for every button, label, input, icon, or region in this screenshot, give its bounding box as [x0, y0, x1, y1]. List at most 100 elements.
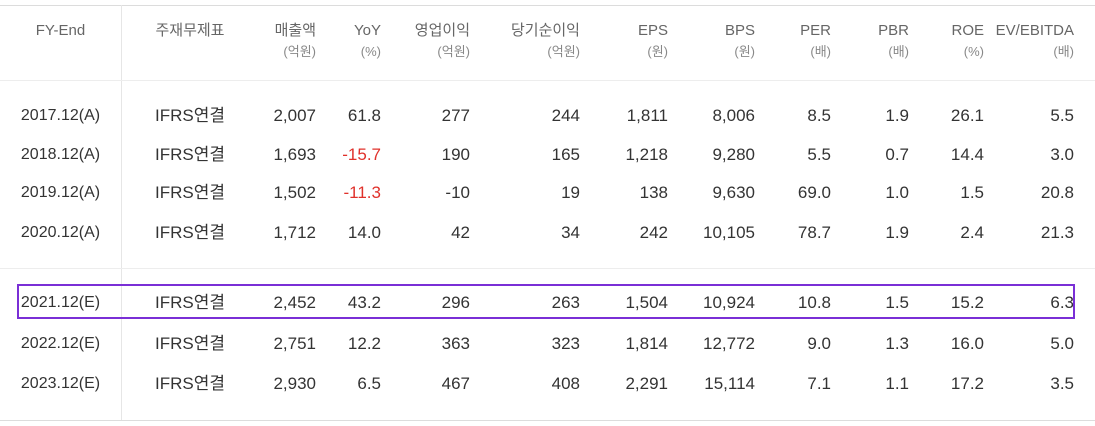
roe-cell: 1.5 [960, 183, 984, 202]
operating-profit-cell: 277 [441, 106, 470, 125]
eps-cell: 2,291 [625, 374, 668, 393]
roe-cell: 17.2 [950, 374, 984, 393]
table-row: 2017.12(A) IFRS연결 2,007 61.8 277 244 1,8… [0, 97, 1095, 135]
bps-cell: 9,630 [712, 183, 755, 202]
header-divider [0, 80, 1095, 81]
roe-cell: 26.1 [950, 106, 984, 125]
actual-estimate-divider [0, 268, 1095, 269]
header-eps: EPS (원) [637, 22, 668, 59]
yoy-cell: 14.0 [347, 223, 381, 242]
eps-cell: 1,811 [626, 106, 668, 125]
sales-cell: 1,502 [273, 183, 316, 202]
statement-type-cell: IFRS연결 [154, 334, 225, 353]
per-cell: 78.7 [797, 223, 831, 242]
per-cell: 8.5 [807, 106, 831, 125]
operating-profit-cell: 42 [451, 223, 470, 242]
per-cell: 9.0 [807, 334, 831, 353]
ev-ebitda-cell: 3.0 [1050, 145, 1074, 164]
bps-cell: 10,924 [703, 293, 755, 312]
pbr-cell: 1.9 [885, 223, 909, 242]
fy-end-cell: 2020.12(A) [20, 224, 101, 241]
table-bottom-border [0, 420, 1095, 421]
pbr-cell: 1.5 [885, 293, 909, 312]
eps-cell: 1,218 [625, 145, 668, 164]
ev-ebitda-cell: 5.0 [1050, 334, 1074, 353]
net-income-cell: 323 [551, 334, 580, 353]
bps-cell: 8,006 [712, 106, 755, 125]
ev-ebitda-cell: 21.3 [1040, 223, 1074, 242]
per-cell: 69.0 [797, 183, 831, 202]
statement-type-cell: IFRS연결 [154, 145, 225, 164]
header-net-income: 당기순이익 (억원) [510, 22, 580, 59]
net-income-cell: 34 [561, 223, 580, 242]
statement-type-cell: IFRS연결 [154, 183, 225, 202]
table-row: 2020.12(A) IFRS연결 1,712 14.0 42 34 242 1… [0, 214, 1095, 252]
header-sales: 매출액 (억원) [274, 22, 316, 59]
sales-cell: 2,452 [273, 293, 316, 312]
pbr-cell: 1.0 [885, 183, 909, 202]
roe-cell: 16.0 [950, 334, 984, 353]
yoy-cell: 6.5 [357, 374, 381, 393]
table-row: 2018.12(A) IFRS연결 1,693 -15.7 190 165 1,… [0, 136, 1095, 174]
net-income-cell: 408 [551, 374, 580, 393]
table-top-border [0, 5, 1095, 6]
table-row-highlighted: 2021.12(E) IFRS연결 2,452 43.2 296 263 1,5… [0, 284, 1095, 322]
operating-profit-cell: 363 [441, 334, 470, 353]
pbr-cell: 1.3 [885, 334, 909, 353]
net-income-cell: 19 [561, 183, 580, 202]
statement-type-cell: IFRS연결 [154, 223, 225, 242]
sales-cell: 2,930 [273, 374, 316, 393]
header-pbr: PBR (배) [878, 22, 909, 59]
statement-type-cell: IFRS연결 [154, 293, 225, 312]
yoy-cell: -11.3 [343, 183, 382, 202]
per-cell: 5.5 [807, 145, 831, 164]
header-fy-end: FY-End [35, 22, 86, 39]
ev-ebitda-cell: 5.5 [1050, 106, 1074, 125]
net-income-cell: 263 [551, 293, 580, 312]
header-roe: ROE (%) [951, 22, 984, 59]
fy-end-cell: 2019.12(A) [20, 184, 101, 201]
header-ev-ebitda: EV/EBITDA (배) [995, 22, 1074, 59]
fy-end-cell: 2022.12(E) [20, 335, 101, 352]
yoy-cell: 12.2 [347, 334, 381, 353]
header-operating-profit: 영업이익 (억원) [414, 22, 470, 59]
sales-cell: 2,007 [273, 106, 316, 125]
per-cell: 7.1 [807, 374, 831, 393]
yoy-cell: 61.8 [347, 106, 381, 125]
bps-cell: 10,105 [703, 223, 755, 242]
bps-cell: 9,280 [712, 145, 755, 164]
ev-ebitda-cell: 6.3 [1050, 293, 1074, 312]
bps-cell: 15,114 [704, 374, 755, 393]
header-yoy: YoY (%) [354, 22, 381, 59]
eps-cell: 138 [639, 183, 668, 202]
fy-end-cell: 2023.12(E) [20, 375, 101, 392]
sales-cell: 2,751 [273, 334, 316, 353]
yoy-cell: -15.7 [342, 145, 381, 164]
sales-cell: 1,712 [273, 223, 316, 242]
bps-cell: 12,772 [703, 334, 755, 353]
net-income-cell: 165 [551, 145, 580, 164]
net-income-cell: 244 [551, 106, 580, 125]
ev-ebitda-cell: 3.5 [1050, 374, 1074, 393]
fy-end-cell: 2017.12(A) [20, 107, 101, 124]
table-row: 2023.12(E) IFRS연결 2,930 6.5 467 408 2,29… [0, 365, 1095, 403]
table-row: 2019.12(A) IFRS연결 1,502 -11.3 -10 19 138… [0, 174, 1095, 212]
fy-end-cell: 2018.12(A) [20, 146, 101, 163]
statement-type-cell: IFRS연결 [154, 374, 225, 393]
pbr-cell: 1.9 [885, 106, 909, 125]
eps-cell: 1,814 [625, 334, 668, 353]
pbr-cell: 1.1 [885, 374, 909, 393]
roe-cell: 14.4 [950, 145, 984, 164]
operating-profit-cell: 296 [441, 293, 470, 312]
yoy-cell: 43.2 [347, 293, 381, 312]
pbr-cell: 0.7 [885, 145, 909, 164]
eps-cell: 1,504 [625, 293, 668, 312]
operating-profit-cell: -10 [445, 183, 470, 202]
sales-cell: 1,693 [273, 145, 316, 164]
header-bps: BPS (원) [724, 22, 755, 59]
roe-cell: 2.4 [960, 223, 984, 242]
statement-type-cell: IFRS연결 [154, 106, 225, 125]
roe-cell: 15.2 [950, 293, 984, 312]
ev-ebitda-cell: 20.8 [1040, 183, 1074, 202]
